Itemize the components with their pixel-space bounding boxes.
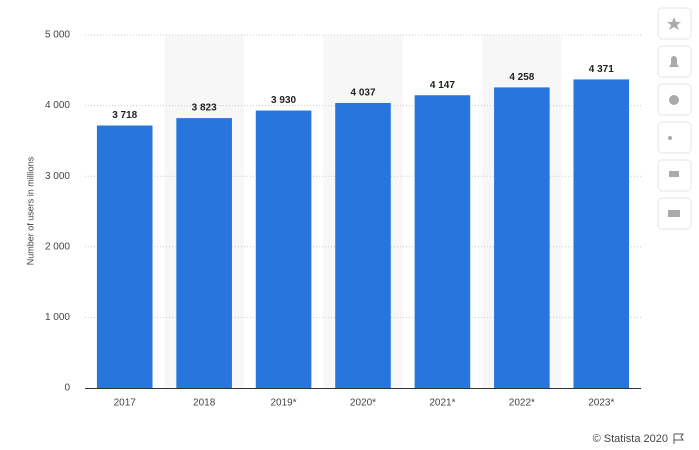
star-icon <box>667 17 681 30</box>
y-tick-label: 5 000 <box>45 30 70 41</box>
bar <box>494 87 550 389</box>
source: © Statista 2020 <box>593 433 668 445</box>
bar <box>255 110 312 389</box>
x-tick-label: 2023* <box>588 398 614 409</box>
flag-icon <box>673 433 684 444</box>
bar <box>573 79 630 388</box>
x-tick-label: 2020* <box>350 398 376 409</box>
share-icon <box>668 136 672 140</box>
sidebar <box>657 7 692 230</box>
bell-icon <box>669 56 679 67</box>
y-tick-label: 0 <box>64 383 70 394</box>
bar <box>176 118 232 389</box>
x-tick-label: 2019* <box>271 398 297 409</box>
y-tick-label: 2 000 <box>45 241 70 252</box>
bar <box>96 125 153 388</box>
y-tick-label: 1 000 <box>45 312 70 323</box>
quote-icon <box>669 171 679 177</box>
value-label: 4 147 <box>430 80 455 91</box>
gear-icon <box>669 95 679 105</box>
value-label: 3 718 <box>112 110 137 121</box>
value-label: 4 258 <box>509 72 534 83</box>
y-axis-title: Number of users in millions <box>25 156 35 265</box>
print-icon <box>668 210 680 217</box>
value-label: 3 823 <box>192 103 217 114</box>
x-tick-label: 2018 <box>193 398 216 409</box>
share-button[interactable] <box>657 121 692 154</box>
x-tick-label: 2022* <box>509 398 535 409</box>
bar <box>414 95 471 388</box>
value-label: 3 930 <box>271 95 296 106</box>
y-tick-label: 3 000 <box>45 171 70 182</box>
bar <box>335 102 391 389</box>
y-tick-label: 4 000 <box>45 100 70 111</box>
value-label: 4 371 <box>589 64 614 75</box>
x-tick-label: 2021* <box>429 398 455 409</box>
value-label: 4 037 <box>350 88 375 99</box>
x-tick-label: 2017 <box>114 398 137 409</box>
